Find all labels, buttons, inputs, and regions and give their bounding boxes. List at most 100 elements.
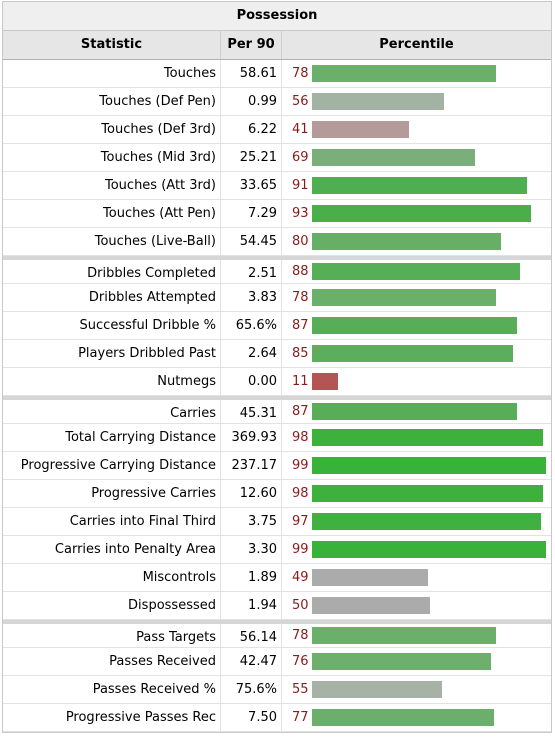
stat-label: Carries into Final Third bbox=[3, 508, 221, 535]
percentile-value: 80 bbox=[292, 233, 309, 249]
stat-label: Carries into Penalty Area bbox=[3, 536, 221, 563]
per90-value: 3.75 bbox=[221, 508, 282, 535]
stat-label: Progressive Passes Rec bbox=[3, 704, 221, 731]
stat-label: Touches (Mid 3rd) bbox=[3, 144, 221, 171]
per90-value: 7.50 bbox=[221, 704, 282, 731]
header-percentile[interactable]: Percentile bbox=[379, 37, 454, 52]
percentile-bar bbox=[312, 93, 444, 110]
per90-value: 1.94 bbox=[221, 592, 282, 619]
table-row: Dispossessed 1.94 50 bbox=[3, 592, 551, 620]
stat-label: Touches (Att Pen) bbox=[3, 200, 221, 227]
percentile-bar bbox=[312, 653, 491, 670]
header-per90[interactable]: Per 90 bbox=[221, 31, 282, 59]
percentile-cell: 55 bbox=[282, 676, 551, 703]
header-statistic[interactable]: Statistic bbox=[3, 31, 221, 59]
stat-label: Touches (Att 3rd) bbox=[3, 172, 221, 199]
per90-value: 7.29 bbox=[221, 200, 282, 227]
percentile-bar-track bbox=[312, 345, 548, 362]
percentile-bar bbox=[312, 289, 496, 306]
percentile-bar-track bbox=[312, 627, 548, 644]
percentile-cell: 88 bbox=[282, 260, 551, 283]
stat-label: Players Dribbled Past bbox=[3, 340, 221, 367]
percentile-bar bbox=[312, 345, 513, 362]
percentile-cell: 41 bbox=[282, 116, 551, 143]
percentile-value: 55 bbox=[292, 681, 309, 697]
table-row: Progressive Carrying Distance 237.17 99 bbox=[3, 452, 551, 480]
stat-label: Dribbles Attempted bbox=[3, 284, 221, 311]
stat-label: Touches bbox=[3, 60, 221, 87]
table-row: Total Carrying Distance 369.93 98 bbox=[3, 424, 551, 452]
percentile-cell: 80 bbox=[282, 228, 551, 255]
percentile-cell: 87 bbox=[282, 400, 551, 423]
percentile-bar bbox=[312, 681, 442, 698]
percentile-bar-track bbox=[312, 541, 548, 558]
table-row: Touches (Att Pen) 7.29 93 bbox=[3, 200, 551, 228]
table-row: Progressive Carries 12.60 98 bbox=[3, 480, 551, 508]
per90-value: 3.83 bbox=[221, 284, 282, 311]
percentile-cell: 78 bbox=[282, 284, 551, 311]
percentile-value: 87 bbox=[292, 317, 309, 333]
percentile-cell: 98 bbox=[282, 480, 551, 507]
percentile-value: 56 bbox=[292, 93, 309, 109]
percentile-value: 98 bbox=[292, 429, 309, 445]
percentile-value: 88 bbox=[292, 263, 309, 279]
percentile-bar bbox=[312, 149, 475, 166]
stat-label: Dribbles Completed bbox=[3, 260, 221, 283]
table-row: Touches (Def 3rd) 6.22 41 bbox=[3, 116, 551, 144]
per90-value: 369.93 bbox=[221, 424, 282, 451]
per90-value: 75.6% bbox=[221, 676, 282, 703]
per90-value: 54.45 bbox=[221, 228, 282, 255]
per90-value: 0.00 bbox=[221, 368, 282, 395]
percentile-bar-track bbox=[312, 289, 548, 306]
percentile-cell: 78 bbox=[282, 60, 551, 87]
stat-label: Total Carrying Distance bbox=[3, 424, 221, 451]
percentile-value: 50 bbox=[292, 597, 309, 613]
percentile-bar bbox=[312, 457, 546, 474]
stat-label: Touches (Def 3rd) bbox=[3, 116, 221, 143]
table-row: Touches (Mid 3rd) 25.21 69 bbox=[3, 144, 551, 172]
percentile-value: 93 bbox=[292, 205, 309, 221]
table-row: Successful Dribble % 65.6% 87 bbox=[3, 312, 551, 340]
table-row: Progressive Passes Rec 7.50 77 bbox=[3, 704, 551, 732]
percentile-bar-track bbox=[312, 317, 548, 334]
per90-value: 65.6% bbox=[221, 312, 282, 339]
per90-value: 2.51 bbox=[221, 260, 282, 283]
percentile-bar-track bbox=[312, 709, 548, 726]
table-body: Touches 58.61 78 Touches (Def Pen) 0.99 56 Tou… bbox=[3, 60, 551, 732]
percentile-value: 97 bbox=[292, 513, 309, 529]
percentile-bar-track bbox=[312, 177, 548, 194]
percentile-bar-track bbox=[312, 233, 548, 250]
percentile-value: 49 bbox=[292, 569, 309, 585]
percentile-bar bbox=[312, 597, 430, 614]
stat-label: Pass Targets bbox=[3, 624, 221, 647]
percentile-bar-track bbox=[312, 205, 548, 222]
percentile-cell: 99 bbox=[282, 452, 551, 479]
percentile-value: 87 bbox=[292, 403, 309, 419]
percentile-bar-track bbox=[312, 121, 548, 138]
per90-value: 237.17 bbox=[221, 452, 282, 479]
table-row: Carries 45.31 87 bbox=[3, 396, 551, 424]
stat-label: Successful Dribble % bbox=[3, 312, 221, 339]
percentile-bar-track bbox=[312, 429, 548, 446]
stat-label: Touches (Def Pen) bbox=[3, 88, 221, 115]
percentile-bar-track bbox=[312, 149, 548, 166]
percentile-bar bbox=[312, 627, 496, 644]
percentile-value: 78 bbox=[292, 289, 309, 305]
percentile-bar-track bbox=[312, 653, 548, 670]
percentile-value: 99 bbox=[292, 457, 309, 473]
per90-value: 33.65 bbox=[221, 172, 282, 199]
percentile-bar bbox=[312, 177, 527, 194]
percentile-bar-track bbox=[312, 681, 548, 698]
per90-value: 25.21 bbox=[221, 144, 282, 171]
percentile-cell: 69 bbox=[282, 144, 551, 171]
stat-label: Touches (Live-Ball) bbox=[3, 228, 221, 255]
per90-value: 3.30 bbox=[221, 536, 282, 563]
percentile-bar bbox=[312, 263, 520, 280]
stat-label: Carries bbox=[3, 400, 221, 423]
stat-label: Miscontrols bbox=[3, 564, 221, 591]
percentile-bar-track bbox=[312, 263, 548, 280]
stat-label: Passes Received bbox=[3, 648, 221, 675]
percentile-bar bbox=[312, 485, 543, 502]
table-row: Miscontrols 1.89 49 bbox=[3, 564, 551, 592]
percentile-bar bbox=[312, 65, 496, 82]
